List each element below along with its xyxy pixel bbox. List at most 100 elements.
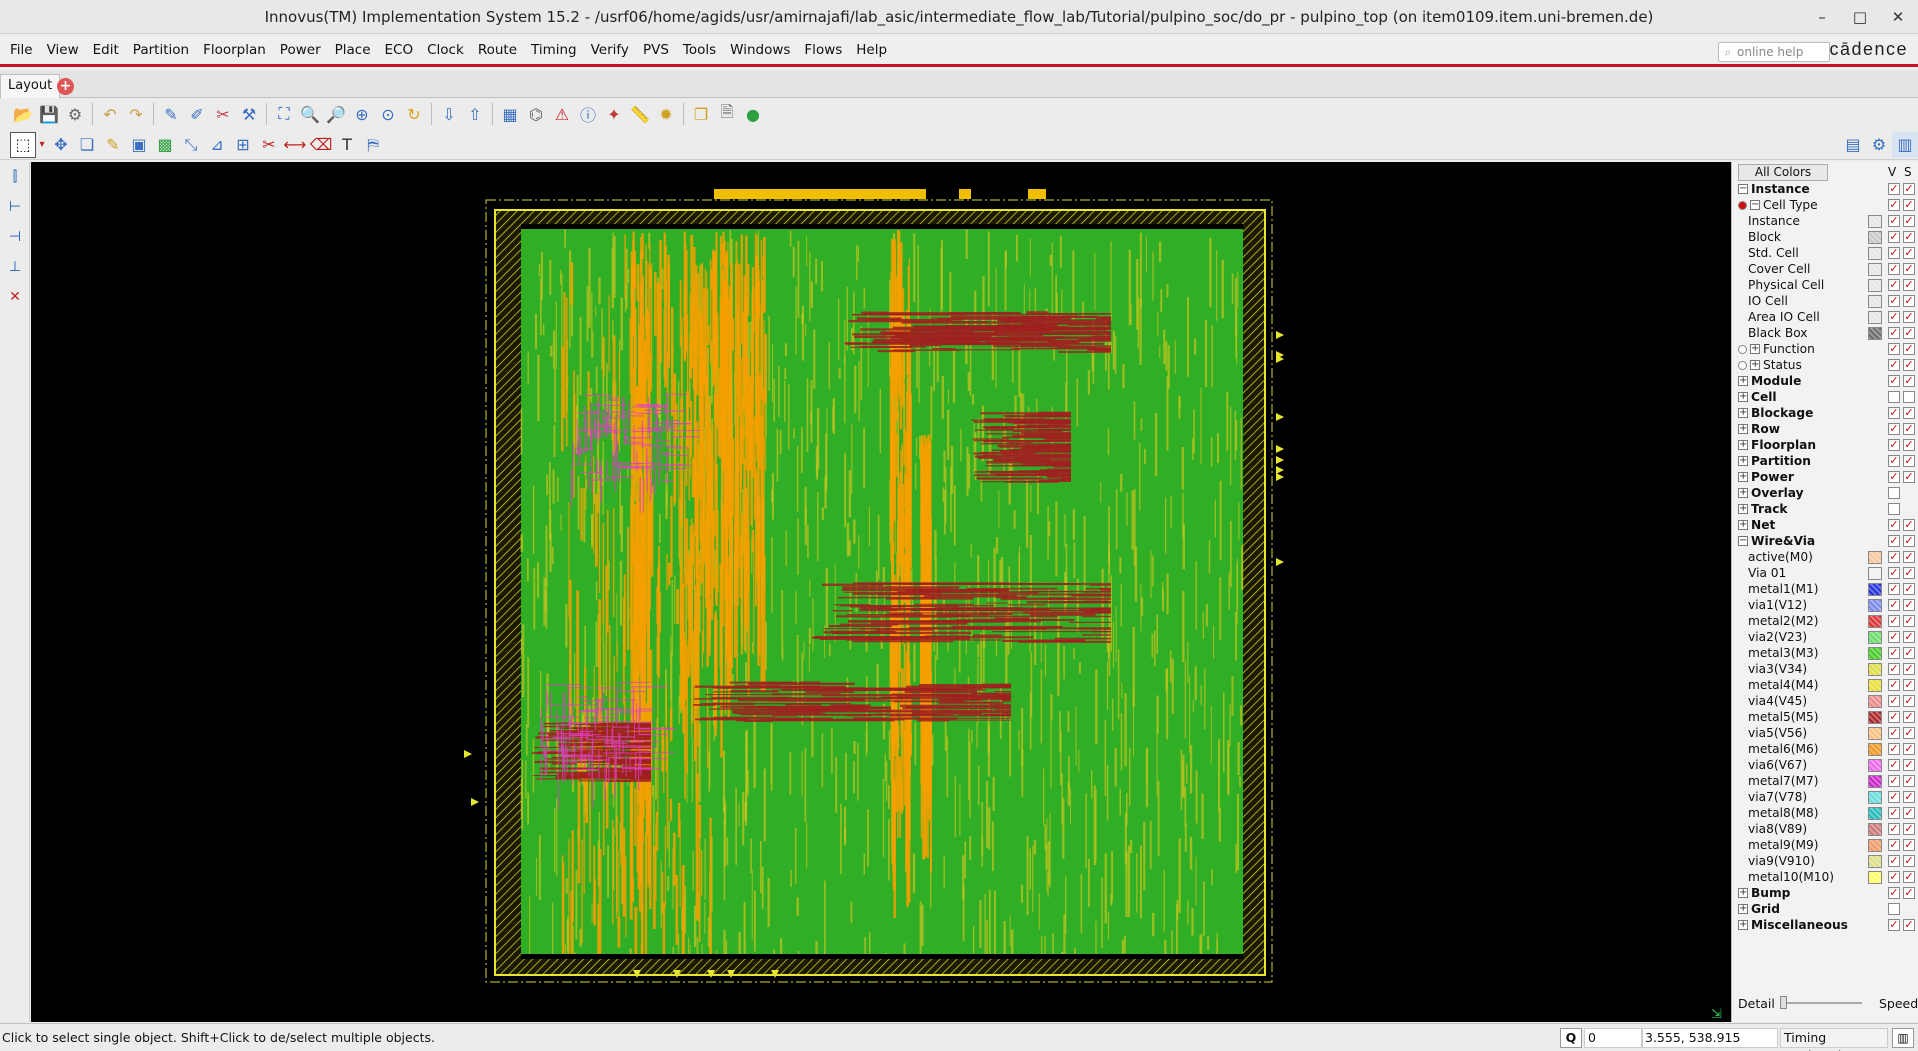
selectable-checkbox[interactable]: ✓ bbox=[1903, 598, 1915, 611]
layer-color-swatch[interactable] bbox=[1868, 855, 1882, 868]
visible-checkbox[interactable] bbox=[1888, 503, 1900, 515]
push-icon[interactable]: ⇩ bbox=[442, 104, 456, 124]
expand-icon[interactable]: + bbox=[1738, 455, 1748, 466]
save-icon[interactable]: 💾 bbox=[39, 104, 59, 124]
layer-row-power[interactable]: + Power ✓ ✓ bbox=[1732, 469, 1918, 485]
layer-row-grid[interactable]: + Grid bbox=[1732, 901, 1918, 917]
selectable-checkbox[interactable]: ✓ bbox=[1903, 630, 1915, 643]
selectable-checkbox[interactable]: ✓ bbox=[1903, 438, 1915, 451]
visible-checkbox[interactable]: ✓ bbox=[1888, 182, 1900, 195]
zoom-out-icon[interactable]: 🔎 bbox=[326, 104, 346, 124]
visible-checkbox[interactable]: ✓ bbox=[1888, 710, 1900, 723]
settings-icon[interactable]: ⚙ bbox=[67, 104, 83, 124]
selectable-checkbox[interactable]: ✓ bbox=[1903, 918, 1915, 931]
selectable-checkbox[interactable]: ✓ bbox=[1903, 470, 1915, 483]
layer-row-metal5-m5-[interactable]: metal5(M5) ✓ ✓ bbox=[1732, 709, 1918, 725]
layer-color-swatch[interactable] bbox=[1868, 711, 1882, 724]
layer-color-swatch[interactable] bbox=[1868, 567, 1882, 580]
layer-row-metal9-m9-[interactable]: metal9(M9) ✓ ✓ bbox=[1732, 837, 1918, 853]
layer-color-swatch[interactable] bbox=[1868, 583, 1882, 596]
selectable-checkbox[interactable]: ✓ bbox=[1903, 262, 1915, 275]
layer-row-metal8-m8-[interactable]: metal8(M8) ✓ ✓ bbox=[1732, 805, 1918, 821]
detail-slider-knob[interactable] bbox=[1780, 996, 1787, 1009]
cell-type-radio[interactable] bbox=[1738, 345, 1747, 354]
selectable-checkbox[interactable]: ✓ bbox=[1903, 246, 1915, 259]
selectable-checkbox[interactable]: ✓ bbox=[1903, 678, 1915, 691]
visible-checkbox[interactable]: ✓ bbox=[1888, 726, 1900, 739]
layer-panel-toggle-icon[interactable]: ▥ bbox=[1892, 131, 1918, 158]
visible-checkbox[interactable]: ✓ bbox=[1888, 822, 1900, 835]
layer-color-swatch[interactable] bbox=[1868, 871, 1882, 884]
visible-checkbox[interactable]: ✓ bbox=[1888, 230, 1900, 243]
layer-color-swatch[interactable] bbox=[1868, 631, 1882, 644]
hierarchy-icon[interactable]: ⌬ bbox=[529, 104, 543, 124]
vruler-icon[interactable]: ⫿ bbox=[12, 169, 18, 185]
visible-checkbox[interactable]: ✓ bbox=[1888, 646, 1900, 659]
visible-checkbox[interactable]: ✓ bbox=[1888, 886, 1900, 899]
visible-checkbox[interactable]: ✓ bbox=[1888, 614, 1900, 627]
selectable-checkbox[interactable]: ✓ bbox=[1903, 646, 1915, 659]
selectable-checkbox[interactable]: ✓ bbox=[1903, 838, 1915, 851]
selectable-checkbox[interactable] bbox=[1903, 391, 1915, 403]
visible-checkbox[interactable]: ✓ bbox=[1888, 310, 1900, 323]
menu-clock[interactable]: Clock bbox=[427, 41, 464, 58]
layer-color-swatch[interactable] bbox=[1868, 759, 1882, 772]
selectable-checkbox[interactable]: ✓ bbox=[1903, 694, 1915, 707]
menu-pvs[interactable]: PVS bbox=[642, 41, 669, 58]
place-icon[interactable]: ▣ bbox=[131, 135, 147, 154]
selectable-checkbox[interactable]: ✓ bbox=[1903, 774, 1915, 787]
open-icon[interactable]: 📂 bbox=[13, 104, 33, 124]
selectable-checkbox[interactable]: ✓ bbox=[1903, 310, 1915, 323]
selectable-checkbox[interactable]: ✓ bbox=[1903, 614, 1915, 627]
layer-color-swatch[interactable] bbox=[1868, 647, 1882, 660]
resize-grip-icon[interactable]: ⇲ bbox=[1711, 1007, 1722, 1022]
visible-checkbox[interactable]: ✓ bbox=[1888, 374, 1900, 387]
select-mode-dropdown-icon[interactable]: ▾ bbox=[39, 139, 45, 150]
layer-color-swatch[interactable] bbox=[1868, 311, 1882, 324]
menu-windows[interactable]: Windows bbox=[730, 41, 791, 58]
bookmark-icon[interactable]: ⛿ bbox=[367, 134, 379, 154]
layer-color-swatch[interactable] bbox=[1868, 823, 1882, 836]
layer-row-cover-cell[interactable]: Cover Cell ✓ ✓ bbox=[1732, 261, 1918, 277]
menu-file[interactable]: File bbox=[10, 41, 33, 58]
layer-row-bump[interactable]: + Bump ✓ ✓ bbox=[1732, 885, 1918, 901]
visible-checkbox[interactable]: ✓ bbox=[1888, 262, 1900, 275]
layer-color-swatch[interactable] bbox=[1868, 231, 1882, 244]
selectable-checkbox[interactable]: ✓ bbox=[1903, 326, 1915, 339]
timing-graph-icon[interactable]: ▥ bbox=[1892, 1028, 1914, 1048]
stretch-icon[interactable]: ⤡ bbox=[184, 134, 198, 154]
layer-color-swatch[interactable] bbox=[1868, 263, 1882, 276]
layer-color-swatch[interactable] bbox=[1868, 615, 1882, 628]
visible-checkbox[interactable]: ✓ bbox=[1888, 550, 1900, 563]
expand-icon[interactable]: + bbox=[1738, 519, 1748, 530]
visible-checkbox[interactable]: ✓ bbox=[1888, 838, 1900, 851]
selectable-checkbox[interactable]: ✓ bbox=[1903, 710, 1915, 723]
all-colors-button[interactable]: All Colors bbox=[1738, 164, 1828, 181]
layer-color-swatch[interactable] bbox=[1868, 279, 1882, 292]
layer-row-wire-via[interactable]: − Wire&Via ✓ ✓ bbox=[1732, 533, 1918, 549]
wire-add-icon[interactable]: ✂ bbox=[216, 104, 230, 124]
layer-color-swatch[interactable] bbox=[1868, 295, 1882, 308]
menu-eco[interactable]: ECO bbox=[384, 41, 414, 58]
menu-flows[interactable]: Flows bbox=[804, 41, 843, 58]
menu-view[interactable]: View bbox=[46, 41, 79, 58]
cell-type-radio[interactable] bbox=[1738, 201, 1747, 210]
selectable-checkbox[interactable]: ✓ bbox=[1903, 294, 1915, 307]
wire-edit-icon[interactable]: ✎ bbox=[106, 135, 120, 154]
layer-row-via9-v910-[interactable]: via9(V910) ✓ ✓ bbox=[1732, 853, 1918, 869]
layer-color-swatch[interactable] bbox=[1868, 839, 1882, 852]
zoom-select-icon[interactable]: ⊙ bbox=[381, 104, 395, 124]
layer-color-swatch[interactable] bbox=[1868, 551, 1882, 564]
visible-checkbox[interactable] bbox=[1888, 903, 1900, 915]
selectable-checkbox[interactable]: ✓ bbox=[1903, 454, 1915, 467]
selectable-checkbox[interactable]: ✓ bbox=[1903, 886, 1915, 899]
cut-icon[interactable]: ✂ bbox=[262, 135, 276, 154]
layer-row-physical-cell[interactable]: Physical Cell ✓ ✓ bbox=[1732, 277, 1918, 293]
selectable-checkbox[interactable]: ✓ bbox=[1903, 790, 1915, 803]
copy-screen-icon[interactable]: ❐ bbox=[693, 104, 709, 124]
menu-power[interactable]: Power bbox=[279, 41, 321, 58]
visible-checkbox[interactable]: ✓ bbox=[1888, 342, 1900, 355]
visible-checkbox[interactable]: ✓ bbox=[1888, 518, 1900, 531]
layer-row-via-01[interactable]: Via 01 ✓ ✓ bbox=[1732, 565, 1918, 581]
edit-wire-icon[interactable]: ✎ bbox=[164, 104, 178, 124]
